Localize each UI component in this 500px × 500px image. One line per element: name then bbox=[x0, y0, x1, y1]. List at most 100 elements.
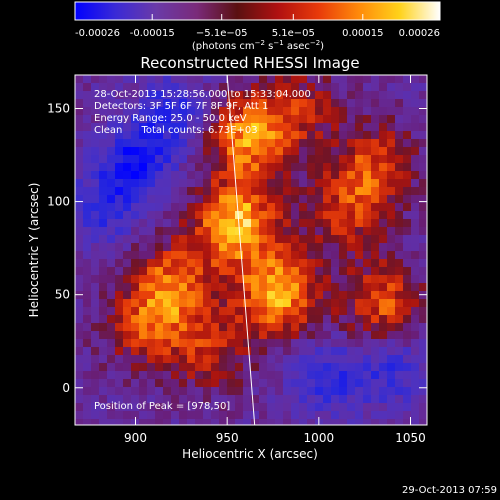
heatmap-pixel bbox=[379, 315, 387, 323]
heatmap-pixel bbox=[395, 387, 403, 395]
heatmap-pixel bbox=[347, 371, 355, 379]
heatmap-pixel bbox=[235, 387, 243, 395]
heatmap-pixel bbox=[179, 347, 187, 355]
heatmap-pixel bbox=[363, 131, 371, 139]
heatmap-pixel bbox=[403, 283, 411, 291]
heatmap-pixel bbox=[227, 355, 235, 363]
heatmap-pixel bbox=[115, 323, 123, 331]
heatmap-pixel bbox=[99, 323, 107, 331]
heatmap-pixel bbox=[347, 291, 355, 299]
heatmap-pixel bbox=[131, 203, 139, 211]
heatmap-pixel bbox=[347, 147, 355, 155]
heatmap-pixel bbox=[123, 75, 131, 83]
heatmap-pixel bbox=[331, 75, 339, 83]
heatmap-pixel bbox=[307, 339, 315, 347]
x-axis-label: Heliocentric X (arcsec) bbox=[182, 447, 318, 461]
heatmap-pixel bbox=[291, 403, 299, 411]
heatmap-pixel bbox=[107, 283, 115, 291]
heatmap-pixel bbox=[171, 411, 179, 419]
heatmap-pixel bbox=[347, 379, 355, 387]
image-annotations: 28-Oct-2013 15:28:56.000 to 15:33:04.000… bbox=[94, 89, 311, 412]
heatmap-pixel bbox=[403, 331, 411, 339]
heatmap-pixel bbox=[387, 83, 395, 91]
heatmap-pixel bbox=[395, 107, 403, 115]
heatmap-pixel bbox=[171, 331, 179, 339]
heatmap-pixel bbox=[411, 323, 419, 331]
heatmap-pixel bbox=[259, 147, 267, 155]
heatmap-pixel bbox=[91, 131, 99, 139]
heatmap-pixel bbox=[123, 139, 131, 147]
heatmap-pixel bbox=[403, 363, 411, 371]
heatmap-pixel bbox=[107, 83, 115, 91]
heatmap-pixel bbox=[211, 211, 219, 219]
heatmap-pixel bbox=[139, 419, 147, 425]
heatmap-pixel bbox=[219, 387, 227, 395]
heatmap-pixel bbox=[195, 219, 203, 227]
heatmap-pixel bbox=[99, 99, 107, 107]
heatmap-pixel bbox=[331, 139, 339, 147]
heatmap-pixel bbox=[363, 379, 371, 387]
heatmap-pixel bbox=[99, 371, 107, 379]
heatmap-pixel bbox=[235, 171, 243, 179]
heatmap-pixel bbox=[179, 283, 187, 291]
heatmap-pixel bbox=[267, 115, 275, 123]
heatmap-pixel bbox=[291, 323, 299, 331]
heatmap-pixel bbox=[339, 347, 347, 355]
heatmap-pixel bbox=[211, 123, 219, 131]
heatmap-pixel bbox=[363, 243, 371, 251]
heatmap-pixel bbox=[91, 195, 99, 203]
heatmap-pixel bbox=[251, 347, 259, 355]
heatmap-pixel bbox=[419, 251, 427, 259]
heatmap-pixel bbox=[179, 163, 187, 171]
heatmap-pixel bbox=[83, 267, 91, 275]
heatmap-pixel bbox=[83, 187, 91, 195]
heatmap-pixel bbox=[91, 395, 99, 403]
heatmap-pixel bbox=[227, 147, 235, 155]
heatmap-pixel bbox=[331, 211, 339, 219]
heatmap-pixel bbox=[315, 115, 323, 123]
heatmap-pixel bbox=[75, 171, 83, 179]
x-tick-label: 1050 bbox=[395, 431, 426, 445]
heatmap-pixel bbox=[315, 139, 323, 147]
heatmap-pixel bbox=[131, 363, 139, 371]
heatmap-pixel bbox=[171, 355, 179, 363]
heatmap-pixel bbox=[355, 411, 363, 419]
heatmap-pixel bbox=[331, 163, 339, 171]
heatmap-pixel bbox=[283, 163, 291, 171]
heatmap-pixel bbox=[347, 107, 355, 115]
heatmap-pixel bbox=[211, 267, 219, 275]
heatmap-pixel bbox=[355, 315, 363, 323]
heatmap-pixel bbox=[387, 251, 395, 259]
heatmap-pixel bbox=[243, 171, 251, 179]
heatmap-pixel bbox=[219, 419, 227, 425]
heatmap-pixel bbox=[75, 147, 83, 155]
heatmap-pixel bbox=[163, 291, 171, 299]
heatmap-pixel bbox=[387, 123, 395, 131]
heatmap-pixel bbox=[323, 355, 331, 363]
heatmap-pixel bbox=[147, 339, 155, 347]
heatmap-pixel bbox=[171, 251, 179, 259]
heatmap-pixel bbox=[219, 291, 227, 299]
heatmap-pixel bbox=[291, 147, 299, 155]
heatmap-pixel bbox=[291, 91, 299, 99]
heatmap-pixel bbox=[235, 371, 243, 379]
heatmap-pixel bbox=[347, 403, 355, 411]
heatmap-pixel bbox=[323, 291, 331, 299]
heatmap-pixel bbox=[115, 203, 123, 211]
heatmap-pixel bbox=[115, 131, 123, 139]
heatmap-pixel bbox=[323, 155, 331, 163]
heatmap-pixel bbox=[227, 211, 235, 219]
heatmap-pixel bbox=[227, 299, 235, 307]
heatmap-pixel bbox=[315, 91, 323, 99]
heatmap-pixel bbox=[179, 379, 187, 387]
heatmap-pixel bbox=[347, 75, 355, 83]
heatmap-pixel bbox=[179, 235, 187, 243]
heatmap-pixel bbox=[299, 147, 307, 155]
heatmap-pixel bbox=[171, 307, 179, 315]
heatmap-pixel bbox=[131, 115, 139, 123]
heatmap-pixel bbox=[107, 171, 115, 179]
heatmap-pixel bbox=[387, 219, 395, 227]
heatmap-pixel bbox=[139, 347, 147, 355]
heatmap-pixel bbox=[275, 187, 283, 195]
heatmap-pixel bbox=[115, 411, 123, 419]
